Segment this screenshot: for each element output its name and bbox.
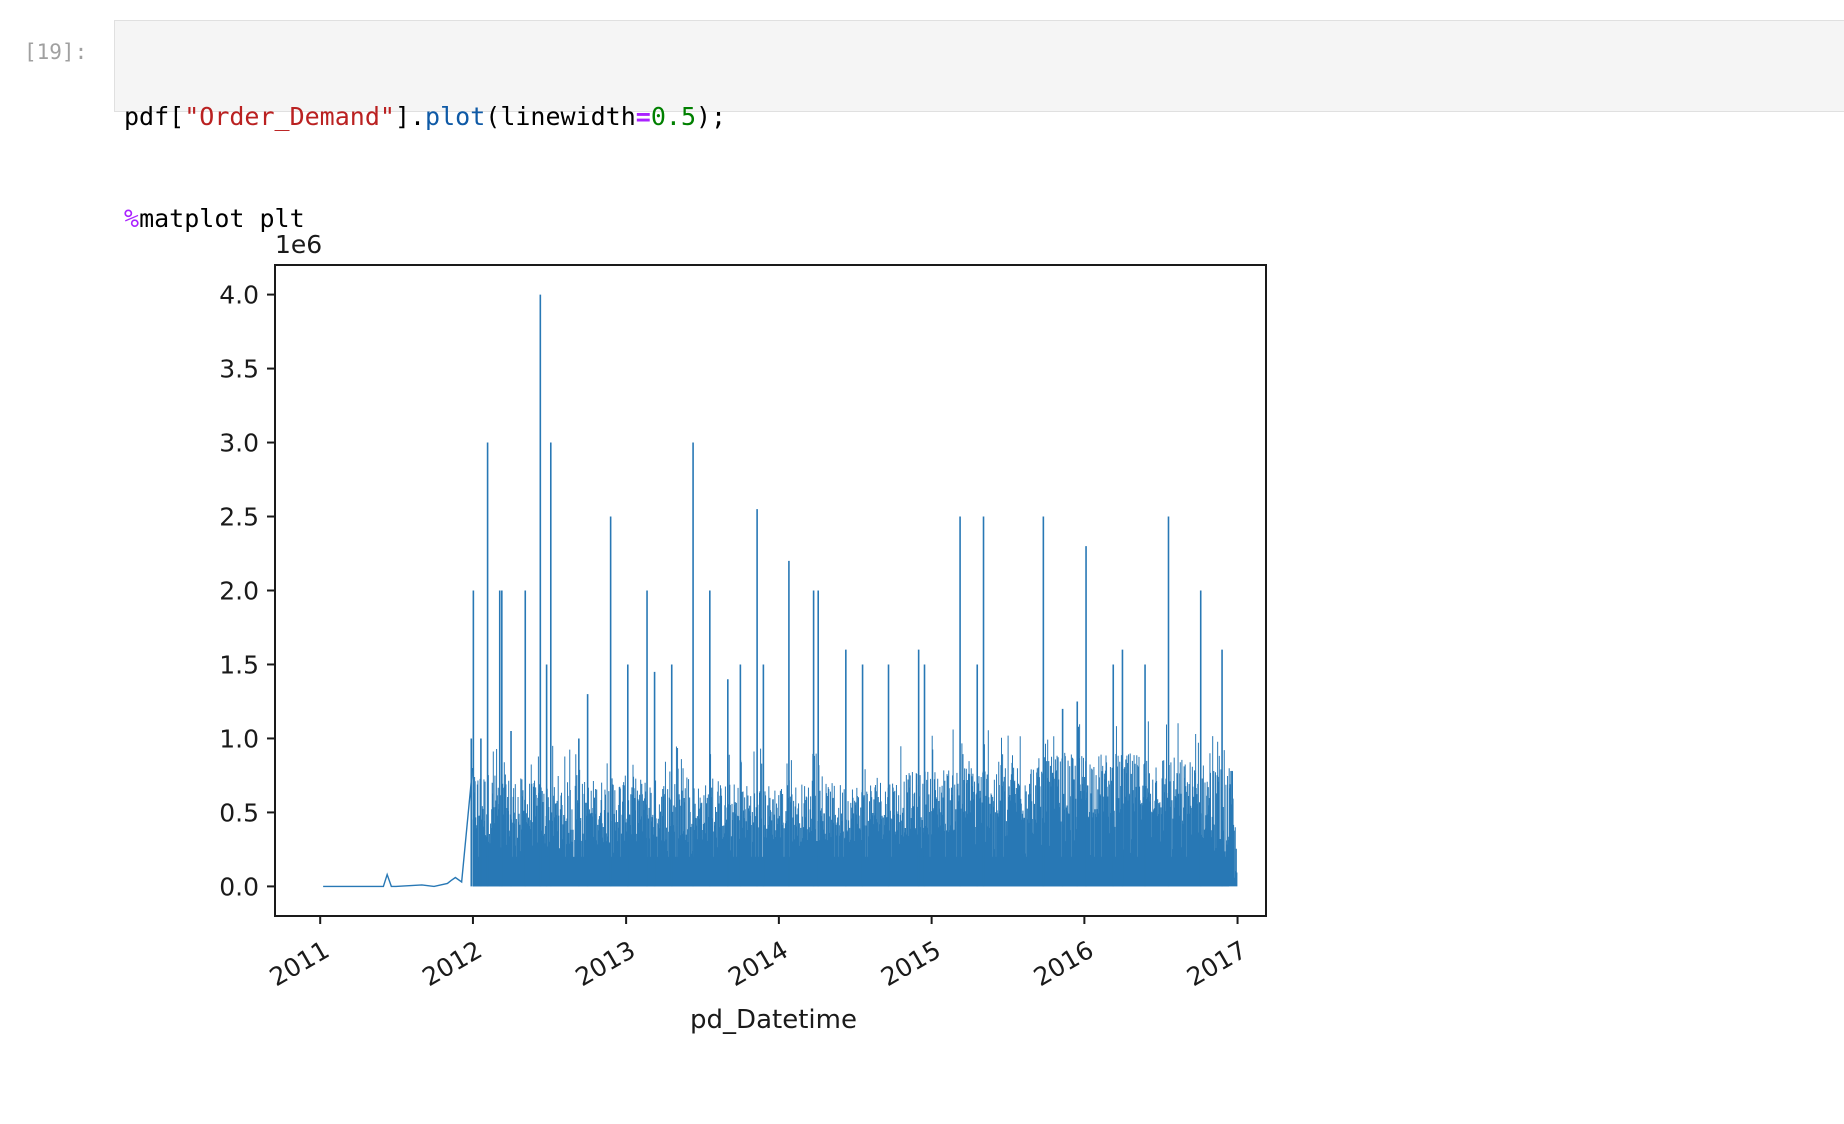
x-tick-label: 2011 bbox=[265, 935, 335, 992]
execution-count: [19]: bbox=[24, 40, 88, 64]
code-line-1: pdf["Order_Demand"].plot(linewidth=0.5); bbox=[124, 100, 1844, 134]
code-editor[interactable]: pdf["Order_Demand"].plot(linewidth=0.5);… bbox=[114, 20, 1844, 233]
x-tick-label: 2016 bbox=[1029, 935, 1099, 992]
series-dense-base bbox=[472, 856, 1230, 887]
y-tick-label: 1.0 bbox=[219, 724, 259, 753]
x-tick-label: 2013 bbox=[571, 935, 641, 992]
series-line-early bbox=[323, 767, 474, 888]
x-tick-label: 2012 bbox=[417, 935, 487, 992]
code-token: ]. bbox=[394, 102, 426, 131]
code-token: matplot plt bbox=[139, 204, 305, 233]
x-tick-label: 2017 bbox=[1182, 935, 1252, 992]
x-tick-label: 2014 bbox=[723, 935, 793, 992]
order-demand-chart: 0.0 0.5 1.0 1.5 2.0 2.5 3.0 3.5 4.0 2011 2012 2013… bbox=[219, 230, 1267, 1035]
code-token: ); bbox=[696, 102, 727, 131]
y-tick-label: 0.0 bbox=[219, 872, 259, 901]
code-token: (linewidth bbox=[485, 102, 636, 131]
cell-output: 0.0 0.5 1.0 1.5 2.0 2.5 3.0 3.5 4.0 2011 2012 2013… bbox=[114, 130, 1314, 1070]
y-offset-label: 1e6 bbox=[275, 230, 322, 259]
code-function: plot bbox=[425, 102, 486, 131]
y-tick-label: 1.5 bbox=[219, 650, 259, 679]
y-tick-label: 4.0 bbox=[219, 281, 259, 310]
y-tick-label: 2.5 bbox=[219, 503, 259, 532]
x-axis: 2011 2012 2013 2014 2015 2016 2017 bbox=[265, 916, 1252, 992]
code-token: pdf[ bbox=[124, 102, 185, 131]
code-line-2: %matplot plt bbox=[124, 202, 1844, 236]
x-tick-label: 2015 bbox=[876, 935, 946, 992]
y-tick-label: 3.0 bbox=[219, 429, 259, 458]
code-operator: = bbox=[635, 102, 651, 131]
y-tick-label: 0.5 bbox=[219, 798, 259, 827]
plot-data bbox=[323, 294, 1238, 888]
y-tick-label: 2.0 bbox=[219, 577, 259, 606]
x-axis-label: pd_Datetime bbox=[690, 1005, 857, 1035]
code-number: 0.5 bbox=[650, 102, 696, 131]
code-string: "Order_Demand" bbox=[184, 102, 395, 131]
code-magic: % bbox=[124, 204, 140, 233]
y-axis: 0.0 0.5 1.0 1.5 2.0 2.5 3.0 3.5 4.0 bbox=[219, 281, 275, 901]
y-tick-label: 3.5 bbox=[219, 355, 259, 384]
